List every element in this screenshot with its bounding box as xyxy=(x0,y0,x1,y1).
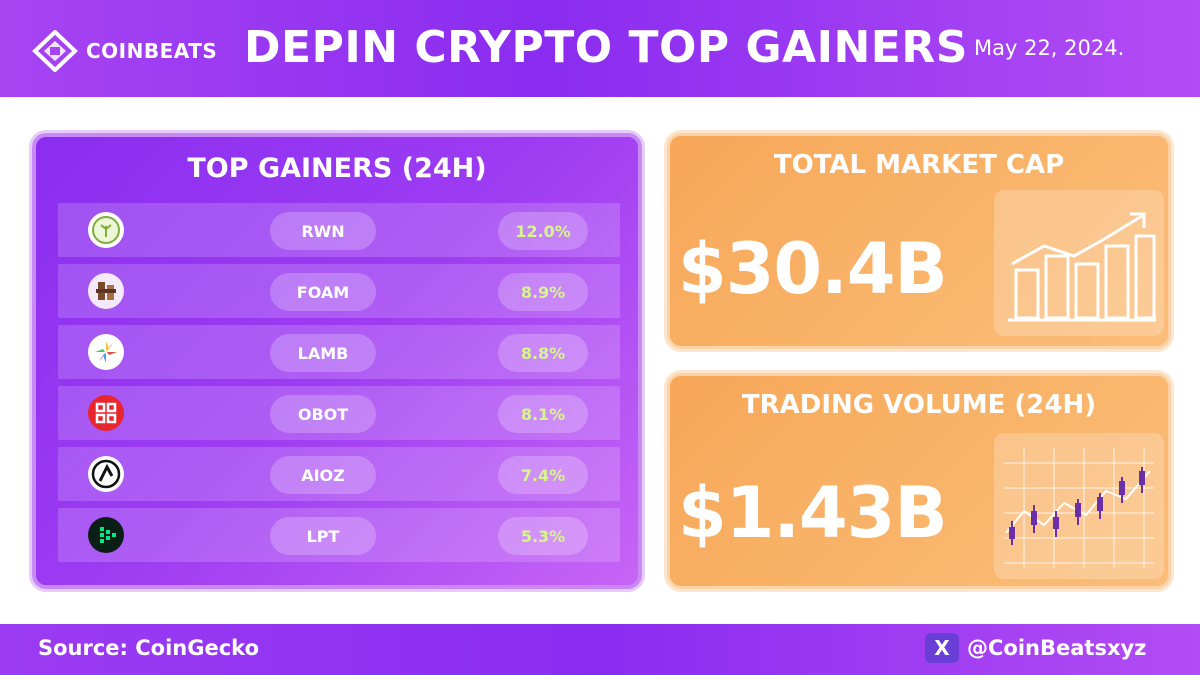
gainer-row-foam: FOAM 8.9% xyxy=(58,264,620,318)
x-logo-icon: X xyxy=(925,633,959,663)
gainer-symbol: RWN xyxy=(270,212,376,250)
gainer-change: 12.0% xyxy=(498,212,588,250)
brand-name: COINBEATS xyxy=(86,39,218,63)
market-cap-value: $30.4B xyxy=(678,228,948,310)
candlestick-chart-icon xyxy=(994,433,1164,579)
report-date: May 22, 2024. xyxy=(974,36,1125,60)
market-cap-card: TOTAL MARKET CAP $30.4B xyxy=(667,133,1171,349)
gainer-row-rwn: RWN 12.0% xyxy=(58,203,620,257)
data-source: Source: CoinGecko xyxy=(38,636,260,660)
gainer-row-obot: OBOT 8.1% xyxy=(58,386,620,440)
obot-coin-icon xyxy=(88,395,124,431)
lpt-coin-icon xyxy=(88,517,124,553)
gainer-symbol: LAMB xyxy=(270,334,376,372)
bar-chart-trend-icon xyxy=(994,190,1164,336)
coinbeats-logo[interactable]: COINBEATS xyxy=(32,30,217,72)
gainer-change: 8.9% xyxy=(498,273,588,311)
gainer-symbol: OBOT xyxy=(270,395,376,433)
gainer-symbol: FOAM xyxy=(270,273,376,311)
footer: Source: CoinGecko X @CoinBeatsxyz xyxy=(0,624,1200,675)
trading-volume-value: $1.43B xyxy=(678,472,948,554)
market-cap-title: TOTAL MARKET CAP xyxy=(773,150,1065,180)
lamb-coin-icon xyxy=(88,334,124,370)
page-title: DEPIN CRYPTO TOP GAINERS xyxy=(244,22,968,73)
top-gainers-title: TOP GAINERS (24H) xyxy=(187,153,487,184)
trading-volume-card: TRADING VOLUME (24H) $1.43B xyxy=(667,373,1171,589)
rwn-coin-icon xyxy=(88,212,124,248)
aioz-coin-icon xyxy=(88,456,124,492)
social-handle-link[interactable]: X @CoinBeatsxyz xyxy=(925,633,1146,663)
gainer-change: 5.3% xyxy=(498,517,588,555)
gainer-row-aioz: AIOZ 7.4% xyxy=(58,447,620,501)
gainer-row-lpt: LPT 5.3% xyxy=(58,508,620,562)
gainer-change: 8.8% xyxy=(498,334,588,372)
gainer-symbol: AIOZ xyxy=(270,456,376,494)
header: COINBEATS DEPIN CRYPTO TOP GAINERS May 2… xyxy=(0,0,1200,97)
gainer-symbol: LPT xyxy=(270,517,376,555)
coinbeats-logo-icon xyxy=(32,30,78,72)
top-gainers-panel: TOP GAINERS (24H) RWN 12.0% FOAM 8.9% LA… xyxy=(32,133,642,589)
gainer-change: 7.4% xyxy=(498,456,588,494)
gainer-change: 8.1% xyxy=(498,395,588,433)
trading-volume-title: TRADING VOLUME (24H) xyxy=(741,390,1097,420)
gainer-row-lamb: LAMB 8.8% xyxy=(58,325,620,379)
foam-coin-icon xyxy=(88,273,124,309)
social-handle: @CoinBeatsxyz xyxy=(967,636,1147,660)
